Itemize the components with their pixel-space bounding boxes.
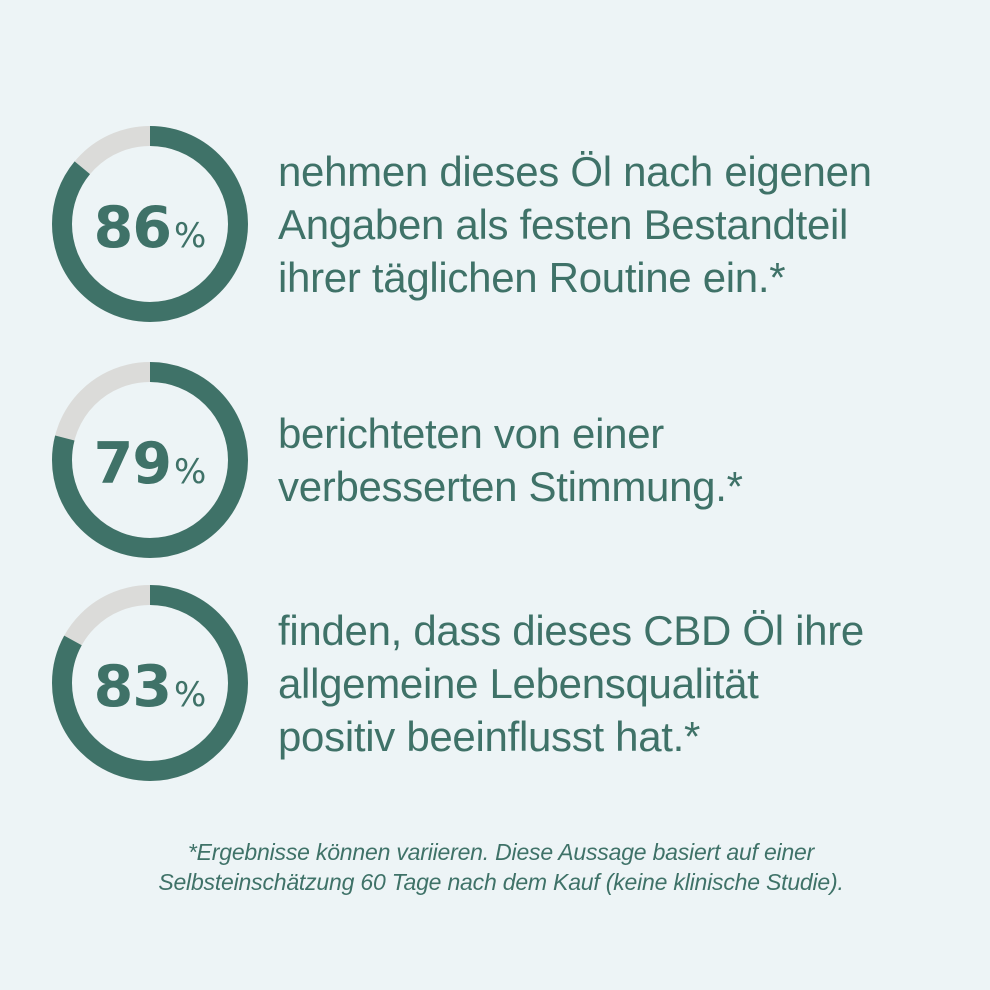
stat-description: nehmen dieses Öl nach eigenen Angaben al…: [278, 145, 872, 304]
donut-chart-icon: [52, 585, 248, 781]
ring-percentage: 83%: [52, 589, 248, 785]
donut-chart-icon: [52, 362, 248, 558]
stat-row-mood: 79% berichteten von einer verbesserten S…: [52, 362, 950, 558]
percent-value: 83: [93, 654, 172, 720]
ring-percentage: 79%: [52, 366, 248, 562]
stat-line: finden, dass dieses CBD Öl ihre: [278, 606, 864, 654]
stat-line: positiv beeinflusst hat.*: [278, 712, 701, 760]
ring-percentage: 86%: [52, 130, 248, 326]
stat-description: finden, dass dieses CBD Öl ihre allgemei…: [278, 604, 864, 763]
progress-ring-86: 86%: [52, 126, 248, 322]
stat-description: berichteten von einer verbesserten Stimm…: [278, 407, 743, 513]
percent-value: 86: [93, 195, 172, 261]
ring-fill: [52, 362, 248, 558]
percent-sign: %: [174, 675, 207, 715]
stat-line: nehmen dieses Öl nach eigenen: [278, 147, 872, 195]
stat-row-daily-routine: 86% nehmen dieses Öl nach eigenen Angabe…: [52, 126, 950, 322]
stat-line: Angaben als festen Bestandteil: [278, 200, 849, 248]
progress-ring-83: 83%: [52, 585, 248, 781]
percent-sign: %: [174, 216, 207, 256]
progress-ring-79: 79%: [52, 362, 248, 558]
donut-chart-icon: [52, 126, 248, 322]
footnote-line: Selbsteinschätzung 60 Tage nach dem Kauf…: [158, 869, 844, 895]
stat-line: allgemeine Lebensqualität: [278, 659, 759, 707]
footnote-line: *Ergebnisse können variieren. Diese Auss…: [187, 839, 815, 865]
footnote: *Ergebnisse können variieren. Diese Auss…: [52, 837, 950, 897]
stat-line: ihrer täglichen Routine ein.*: [278, 253, 786, 301]
ring-fill: [52, 126, 248, 322]
stat-row-quality-of-life: 83% finden, dass dieses CBD Öl ihre allg…: [52, 585, 950, 781]
percent-value: 79: [93, 431, 172, 497]
percent-sign: %: [174, 452, 207, 492]
stat-line: berichteten von einer: [278, 410, 664, 457]
stat-line: verbesserten Stimmung.*: [278, 463, 743, 510]
ring-fill: [52, 585, 248, 781]
